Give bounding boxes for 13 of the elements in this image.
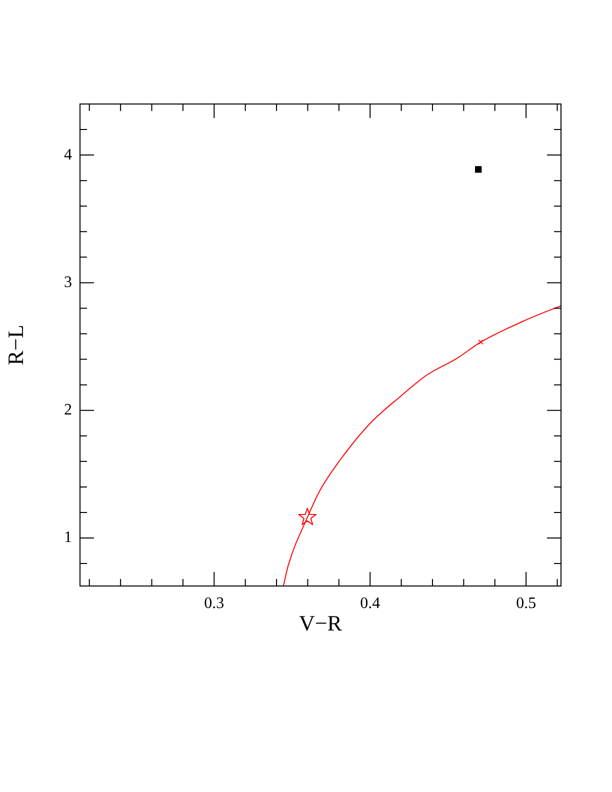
x-tick-label: 0.3	[204, 594, 224, 612]
y-axis-title: R−L	[2, 324, 28, 366]
x-tick-label: 0.4	[360, 594, 380, 612]
y-tick-label: 4	[64, 146, 72, 164]
line-series	[282, 305, 561, 586]
x-axis-title: V−R	[299, 610, 342, 636]
y-tick-label: 2	[64, 402, 72, 419]
point	[298, 508, 316, 526]
y-tick-label: 1	[64, 529, 72, 546]
point	[478, 339, 484, 345]
y-tick-label: 3	[64, 274, 72, 291]
point	[475, 166, 482, 173]
x-tick-label: 0.5	[516, 594, 536, 612]
